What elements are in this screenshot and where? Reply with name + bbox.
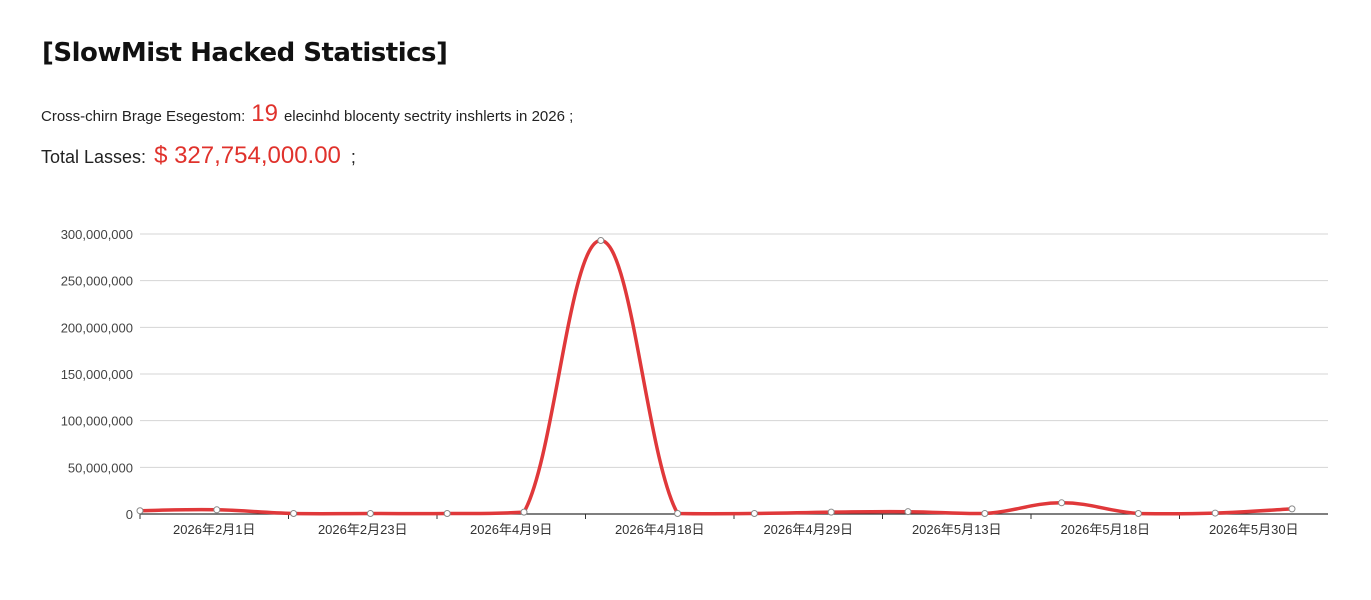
summary-prefix: Cross-chirn Brage Esegestom: bbox=[41, 108, 246, 125]
losses-suffix: ; bbox=[350, 147, 356, 167]
series-points bbox=[136, 237, 1296, 518]
series-line-path bbox=[138, 238, 1294, 516]
data-point bbox=[750, 510, 758, 518]
data-point bbox=[213, 506, 221, 514]
data-point bbox=[1288, 505, 1296, 513]
y-tick-label: 200,000,000 bbox=[61, 320, 133, 335]
x-tick-label: 2026年5月13日 bbox=[912, 522, 1002, 537]
x-tick-label: 2026年4月18日 bbox=[615, 522, 705, 537]
data-point bbox=[827, 508, 835, 516]
series-line bbox=[138, 238, 1294, 516]
losses-amount: $ 327,754,000.00 bbox=[154, 142, 341, 169]
data-point bbox=[1211, 509, 1219, 517]
incident-summary: Cross-chirn Brage Esegestom: 19 elecinhd… bbox=[41, 100, 573, 128]
chart-grid bbox=[140, 233, 1328, 468]
data-point bbox=[520, 508, 528, 516]
data-point bbox=[904, 508, 912, 516]
data-point bbox=[136, 507, 144, 515]
data-point bbox=[366, 510, 374, 518]
incident-count: 19 bbox=[251, 100, 278, 127]
x-tick-label: 2026年2月1日 bbox=[173, 522, 255, 537]
total-losses: Total Lasses: $ 327,754,000.00 ; bbox=[41, 142, 356, 170]
y-axis-ticks: 0 50,000,000 100,000,000 150,000,000 200,000… bbox=[61, 227, 133, 522]
data-point bbox=[981, 510, 989, 518]
summary-suffix: elecinhd blocenty sectrity inshlerts in … bbox=[283, 108, 574, 125]
x-axis: 2026年2月1日 2026年2月23日 2026年4月9日 2026年4月18日 20… bbox=[139, 513, 1328, 537]
data-point bbox=[597, 237, 605, 245]
y-tick-label: 100,000,000 bbox=[61, 414, 133, 429]
data-point bbox=[674, 510, 682, 518]
data-point bbox=[1058, 499, 1066, 507]
y-tick-label: 50,000,000 bbox=[68, 460, 133, 475]
data-point bbox=[290, 510, 298, 518]
page-title: [SlowMist Hacked Statistics] bbox=[42, 38, 448, 68]
x-tick-label: 2026年5月18日 bbox=[1060, 522, 1150, 537]
x-tick-label: 2026年5月30日 bbox=[1209, 522, 1299, 537]
y-tick-label: 250,000,000 bbox=[61, 274, 133, 289]
x-tick-label: 2026年4月29日 bbox=[763, 522, 853, 537]
y-tick-label: 0 bbox=[126, 507, 133, 522]
y-tick-label: 300,000,000 bbox=[61, 227, 133, 242]
losses-label: Total Lasses: bbox=[41, 147, 147, 167]
x-tick-label: 2026年4月9日 bbox=[470, 522, 552, 537]
x-tick-label: 2026年2月23日 bbox=[318, 522, 408, 537]
y-tick-label: 150,000,000 bbox=[61, 367, 133, 382]
data-point bbox=[1134, 510, 1142, 518]
data-point bbox=[443, 510, 451, 518]
